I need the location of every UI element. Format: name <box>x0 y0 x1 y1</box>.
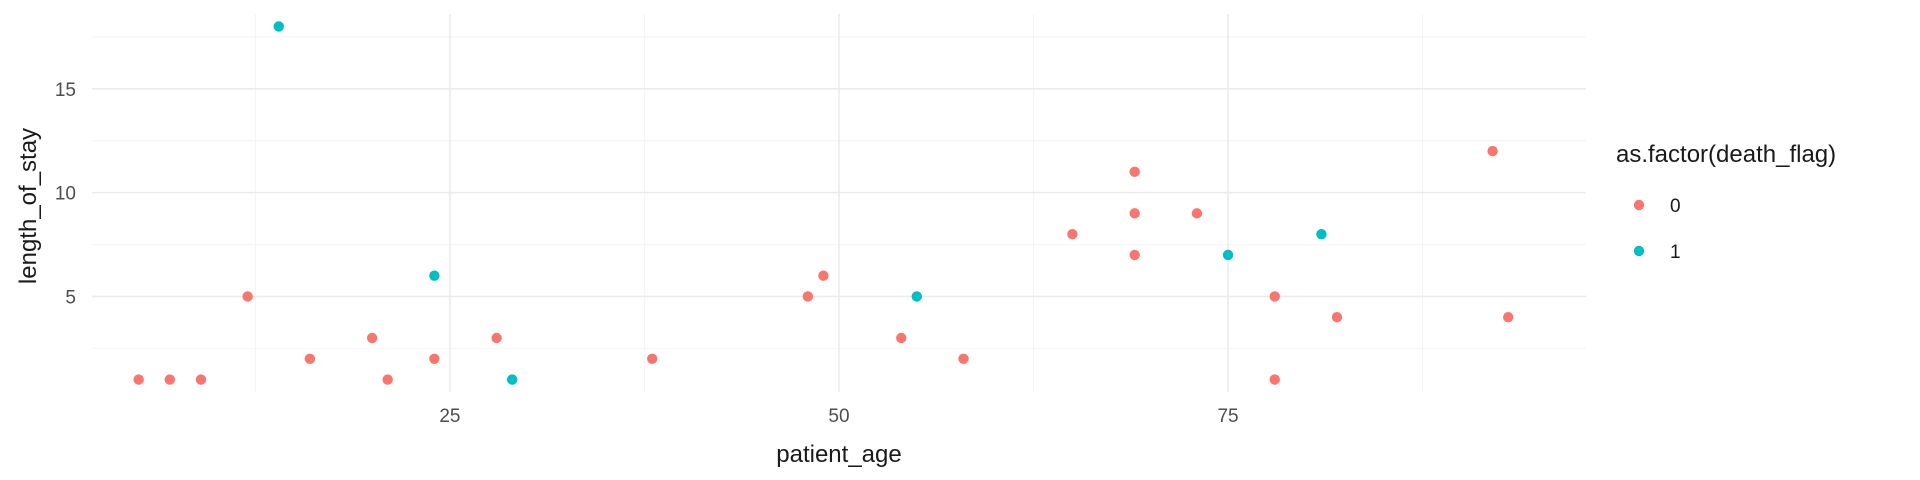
data-point <box>647 353 658 364</box>
data-point <box>195 374 207 385</box>
x-axis-tick-labels: 25 50 75 <box>439 406 1238 427</box>
data-point <box>818 270 829 281</box>
data-points <box>133 21 1514 385</box>
data-point <box>1502 312 1514 323</box>
data-point <box>958 353 969 364</box>
y-tick-label: 10 <box>55 184 76 205</box>
data-point <box>1269 291 1280 302</box>
y-axis-tick-labels: 5 10 15 <box>55 80 76 309</box>
legend: as.factor(death_flag) 01 <box>1616 141 1836 263</box>
data-point <box>429 270 440 281</box>
data-point <box>429 353 440 364</box>
data-point <box>164 374 176 385</box>
data-point <box>366 332 378 344</box>
data-point <box>1129 249 1140 261</box>
data-point <box>896 332 907 344</box>
data-point <box>911 291 923 302</box>
legend-entries: 01 <box>1633 196 1681 263</box>
x-tick-label: 50 <box>828 406 849 427</box>
x-tick-label: 25 <box>439 406 460 427</box>
data-point <box>506 374 518 385</box>
data-point <box>304 353 316 364</box>
legend-key <box>1633 245 1645 257</box>
data-point <box>242 291 253 302</box>
data-point <box>1269 374 1280 385</box>
data-point <box>1191 208 1203 219</box>
data-point <box>273 21 284 32</box>
data-point <box>133 374 144 385</box>
legend-title: as.factor(death_flag) <box>1616 141 1836 168</box>
data-point <box>1129 166 1140 178</box>
data-point <box>382 374 393 385</box>
data-point <box>802 291 814 302</box>
plot-panel <box>92 14 1586 392</box>
data-point <box>1129 208 1140 219</box>
data-point <box>1331 312 1343 323</box>
y-tick-label: 15 <box>55 80 76 101</box>
major-gridlines <box>92 14 1586 392</box>
legend-label: 0 <box>1670 196 1681 217</box>
data-point <box>491 332 502 344</box>
x-axis-title: patient_age <box>776 441 901 468</box>
data-point <box>1067 228 1078 240</box>
x-tick-label: 75 <box>1217 406 1238 427</box>
data-point <box>1316 228 1327 240</box>
legend-label: 1 <box>1670 242 1681 263</box>
y-axis-title: length_of_stay <box>15 128 42 284</box>
legend-key <box>1633 199 1645 211</box>
data-point <box>1487 145 1498 157</box>
data-point <box>1222 249 1234 261</box>
y-tick-label: 5 <box>65 287 76 308</box>
